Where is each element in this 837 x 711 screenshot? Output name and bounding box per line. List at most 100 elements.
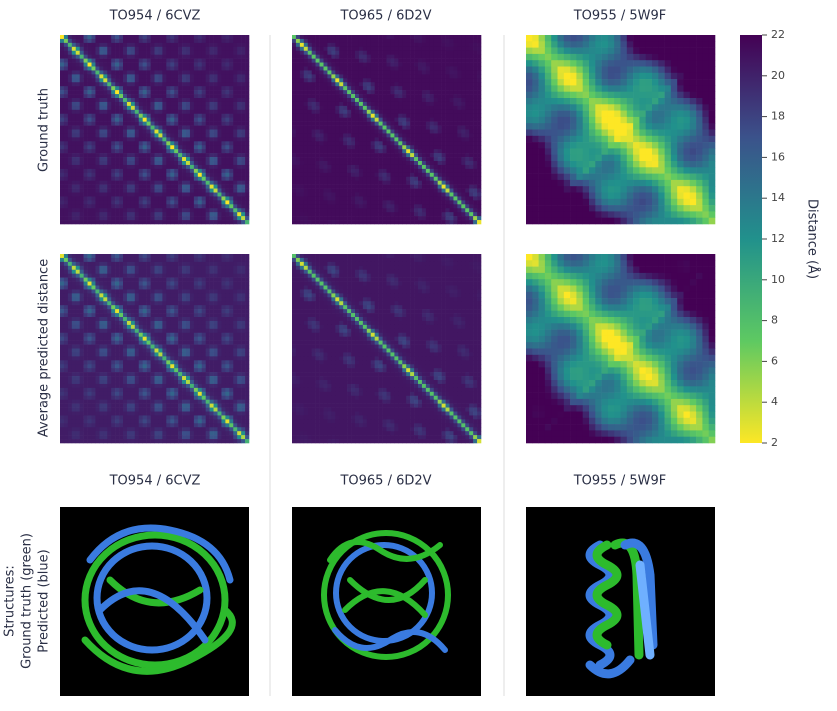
heatmap-cell <box>607 85 615 92</box>
heatmap-cell <box>319 86 324 91</box>
heatmap-cell <box>103 86 108 91</box>
heatmap-cell <box>79 74 84 79</box>
heatmap-cell <box>343 42 348 48</box>
heatmap-cell <box>182 200 187 205</box>
heatmap-cell <box>197 42 203 48</box>
heatmap-cell <box>351 164 356 170</box>
heatmap-cell <box>303 82 309 87</box>
heatmap-cell <box>477 58 482 63</box>
heatmap-cell <box>421 149 427 154</box>
heatmap-cell <box>319 82 324 87</box>
heatmap-cell <box>237 220 242 225</box>
heatmap-cell <box>335 172 340 178</box>
heatmap-cell <box>197 78 203 83</box>
heatmap-cell <box>126 121 132 126</box>
heatmap-cell <box>221 117 226 122</box>
heatmap-cell <box>477 129 482 134</box>
heatmap-cell <box>418 117 423 122</box>
heatmap-cell <box>67 157 73 162</box>
heatmap-cell <box>461 204 466 209</box>
heatmap-cell <box>366 121 372 126</box>
heatmap-cell <box>378 149 383 154</box>
heatmap-cell <box>576 47 583 55</box>
heatmap-cell <box>323 204 328 209</box>
heatmap-cell <box>111 58 116 63</box>
heatmap-cell <box>237 188 242 193</box>
heatmap-cell <box>103 125 108 130</box>
heatmap-cell <box>119 204 124 209</box>
heatmap-cell <box>91 98 96 103</box>
heatmap-cell <box>453 86 458 91</box>
heatmap-cell <box>237 86 242 91</box>
heatmap-cell <box>402 188 407 193</box>
heatmap-cell <box>154 58 159 63</box>
heatmap-cell <box>63 125 69 130</box>
heatmap-cell <box>292 109 297 115</box>
heatmap-cell <box>343 125 348 130</box>
heatmap-cell <box>473 74 478 79</box>
heatmap-cell <box>178 216 183 221</box>
heatmap-cell <box>189 157 195 162</box>
heatmap-cell <box>390 153 395 158</box>
heatmap-cell <box>303 180 309 185</box>
heatmap-cell <box>362 184 368 189</box>
heatmap-cell <box>91 180 96 185</box>
heatmap-cell <box>382 109 387 115</box>
heatmap-cell <box>193 192 199 197</box>
heatmap-cell <box>437 90 442 95</box>
heatmap-cell <box>441 42 446 48</box>
heatmap-cell <box>186 94 191 99</box>
heatmap-cell <box>99 117 104 122</box>
heatmap-cell <box>201 117 206 122</box>
heatmap-cell <box>60 90 65 95</box>
heatmap-cell <box>126 105 132 111</box>
heatmap-cell <box>166 141 171 146</box>
heatmap-cell <box>645 47 653 55</box>
heatmap-cell <box>71 220 77 225</box>
heatmap-cell <box>162 58 167 63</box>
heatmap-cell <box>138 94 143 99</box>
heatmap-cell <box>115 86 120 91</box>
heatmap-cell <box>366 38 372 44</box>
heatmap-cell <box>142 172 147 178</box>
heatmap-cell <box>355 137 360 142</box>
heatmap-cell <box>374 46 379 52</box>
heatmap-cell <box>351 121 356 126</box>
heatmap-cell <box>327 62 332 67</box>
heatmap-cell <box>421 54 427 59</box>
heatmap-cell <box>71 62 77 67</box>
heatmap-cell <box>645 98 653 105</box>
heatmap-cell <box>437 125 442 130</box>
heatmap-cell <box>107 101 112 107</box>
heatmap-cell <box>677 35 684 42</box>
heatmap-cell <box>652 98 659 105</box>
heatmap-cell <box>465 62 470 67</box>
heatmap-cell <box>551 79 558 86</box>
heatmap-cell <box>386 46 391 52</box>
heatmap-cell <box>67 42 73 48</box>
heatmap-cell <box>390 117 395 122</box>
heatmap-cell <box>477 149 482 154</box>
heatmap-cell <box>410 212 415 217</box>
heatmap-cell <box>233 137 238 142</box>
heatmap-cell <box>370 42 375 48</box>
heatmap-cell <box>189 42 195 48</box>
heatmap-cell <box>351 184 356 189</box>
heatmap-cell <box>217 86 222 91</box>
heatmap-cell <box>182 176 187 181</box>
heatmap-cell <box>457 86 462 91</box>
heatmap-cell <box>130 46 136 52</box>
heatmap-cell <box>315 62 320 67</box>
heatmap-cell <box>201 129 206 134</box>
heatmap-cell <box>362 133 368 138</box>
heatmap-cell <box>425 161 431 166</box>
heatmap-cell <box>193 109 199 115</box>
heatmap-cell <box>245 117 250 122</box>
heatmap-cell <box>406 62 411 67</box>
heatmap-cell <box>170 117 175 122</box>
heatmap-cell <box>229 54 234 59</box>
heatmap-cell <box>150 216 155 221</box>
heatmap-cell <box>473 113 478 118</box>
heatmap-cell <box>205 35 210 40</box>
heatmap-cell <box>425 196 431 201</box>
